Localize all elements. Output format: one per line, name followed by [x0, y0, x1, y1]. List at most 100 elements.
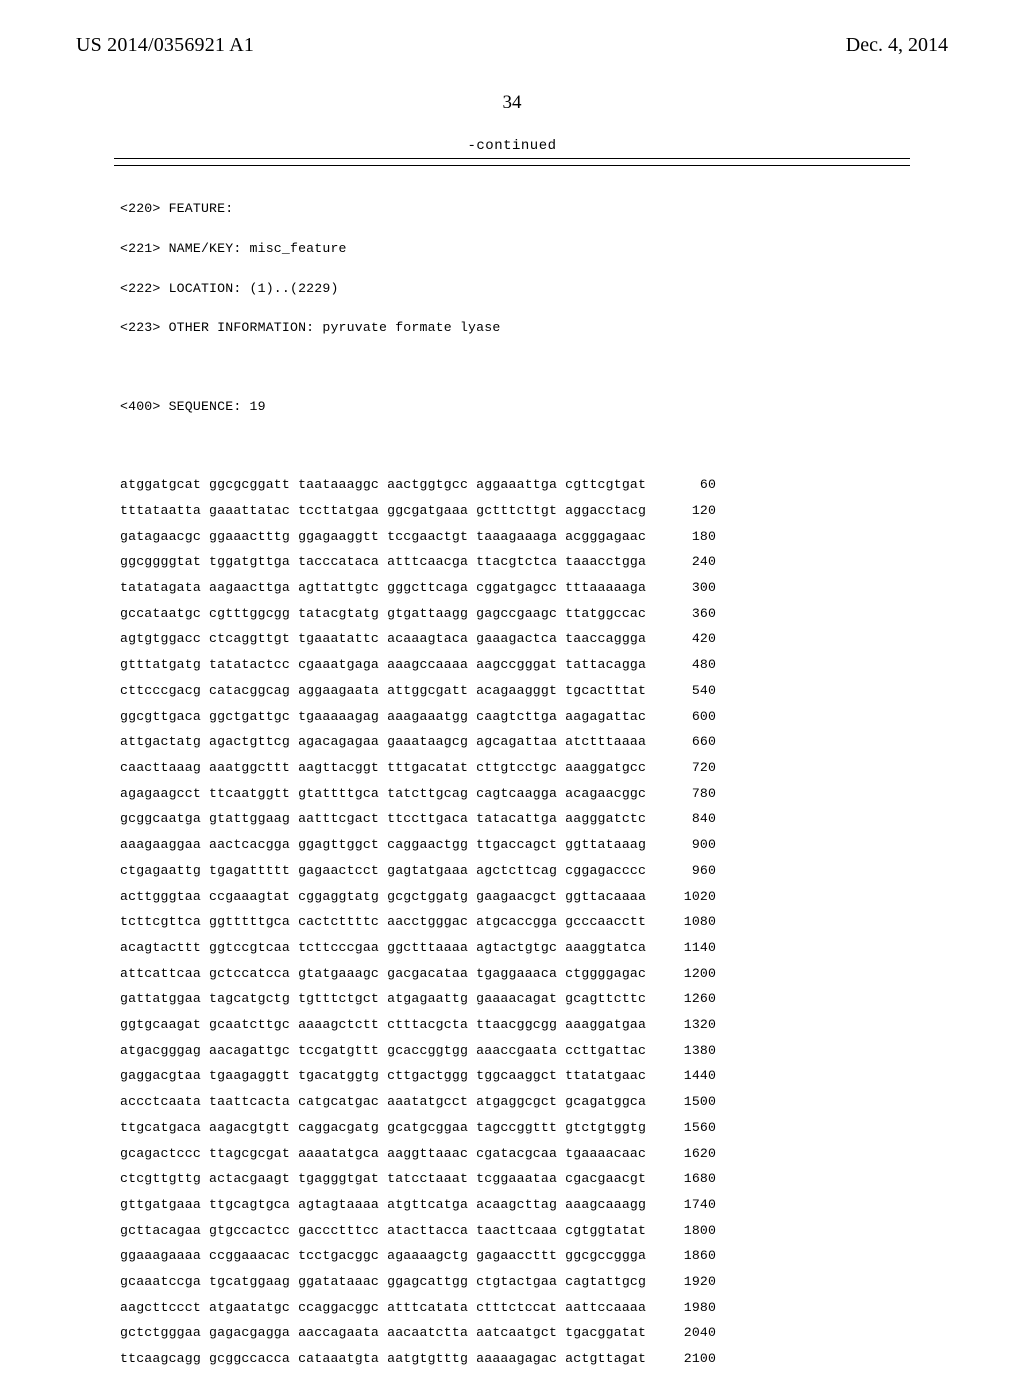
sequence-position: 660	[650, 735, 716, 748]
sequence-row: ctgagaattg tgagattttt gagaactcct gagtatg…	[120, 864, 910, 877]
sequence-text: gtttatgatg tatatactcc cgaaatgaga aaagcca…	[120, 658, 646, 671]
sequence-text: gctctgggaa gagacgagga aaccagaata aacaatc…	[120, 1326, 646, 1339]
sequence-text: atggatgcat ggcgcggatt taataaaggc aactggt…	[120, 478, 646, 491]
sequence-position: 840	[650, 812, 716, 825]
sequence-text: acttgggtaa ccgaaagtat cggaggtatg gcgctgg…	[120, 890, 646, 903]
sequence-text: tttataatta gaaattatac tccttatgaa ggcgatg…	[120, 504, 646, 517]
sequence-row: tttataatta gaaattatac tccttatgaa ggcgatg…	[120, 504, 910, 517]
sequence-row: gttgatgaaa ttgcagtgca agtagtaaaa atgttca…	[120, 1198, 910, 1211]
sequence-position: 60	[650, 478, 716, 491]
sequence-row: tcttcgttca ggtttttgca cactcttttc aacctgg…	[120, 915, 910, 928]
page-number: 34	[0, 92, 1024, 114]
sequence-position: 180	[650, 530, 716, 543]
sequence-position: 960	[650, 864, 716, 877]
sequence-position: 900	[650, 838, 716, 851]
sequence-position: 540	[650, 684, 716, 697]
sequence-text: gcaaatccga tgcatggaag ggatataaac ggagcat…	[120, 1275, 646, 1288]
sequence-position: 480	[650, 658, 716, 671]
sequence-text: ttcaagcagg gcggccacca cataaatgta aatgtgt…	[120, 1352, 646, 1365]
publication-date: Dec. 4, 2014	[846, 34, 948, 57]
publication-number: US 2014/0356921 A1	[76, 34, 254, 57]
sequence-row: agtgtggacc ctcaggttgt tgaaatattc acaaagt…	[120, 632, 910, 645]
sequence-row: gcaaatccga tgcatggaag ggatataaac ggagcat…	[120, 1275, 910, 1288]
sequence-position: 420	[650, 632, 716, 645]
sequence-text: accctcaata taattcacta catgcatgac aaatatg…	[120, 1095, 646, 1108]
sequence-text: ggcgttgaca ggctgattgc tgaaaaagag aaagaaa…	[120, 710, 646, 723]
sequence-position: 1380	[650, 1044, 716, 1057]
sequence-text: ggcggggtat tggatgttga tacccataca atttcaa…	[120, 555, 646, 568]
sequence-text: agagaagcct ttcaatggtt gtattttgca tatcttg…	[120, 787, 646, 800]
sequence-row: cttcccgacg catacggcag aggaagaata attggcg…	[120, 684, 910, 697]
sequence-row: gccataatgc cgtttggcgg tatacgtatg gtgatta…	[120, 607, 910, 620]
sequence-listing: <220> FEATURE: <221> NAME/KEY: misc_feat…	[120, 176, 910, 1392]
sequence-row: aaagaaggaa aactcacgga ggagttggct caggaac…	[120, 838, 910, 851]
sequence-position: 1920	[650, 1275, 716, 1288]
sequence-text: caacttaaag aaatggcttt aagttacggt tttgaca…	[120, 761, 646, 774]
sequence-row: gattatggaa tagcatgctg tgtttctgct atgagaa…	[120, 992, 910, 1005]
sequence-row: gaggacgtaa tgaagaggtt tgacatggtg cttgact…	[120, 1069, 910, 1082]
sequence-position: 1140	[650, 941, 716, 954]
sequence-text: aaagaaggaa aactcacgga ggagttggct caggaac…	[120, 838, 646, 851]
feature-line: <222> LOCATION: (1)..(2229)	[120, 282, 910, 295]
sequence-row: ttcaagcagg gcggccacca cataaatgta aatgtgt…	[120, 1352, 910, 1365]
sequence-text: gatagaacgc ggaaactttg ggagaaggtt tccgaac…	[120, 530, 646, 543]
sequence-position: 2100	[650, 1352, 716, 1365]
feature-line: <221> NAME/KEY: misc_feature	[120, 242, 910, 255]
continued-label: -continued	[0, 138, 1024, 154]
sequence-position: 240	[650, 555, 716, 568]
sequence-text: ctgagaattg tgagattttt gagaactcct gagtatg…	[120, 864, 646, 877]
sequence-position: 1560	[650, 1121, 716, 1134]
sequence-text: ctcgttgttg actacgaagt tgagggtgat tatccta…	[120, 1172, 646, 1185]
sequence-row: acttgggtaa ccgaaagtat cggaggtatg gcgctgg…	[120, 890, 910, 903]
sequence-text: gaggacgtaa tgaagaggtt tgacatggtg cttgact…	[120, 1069, 646, 1082]
sequence-row: ggcggggtat tggatgttga tacccataca atttcaa…	[120, 555, 910, 568]
sequence-row: attcattcaa gctccatcca gtatgaaagc gacgaca…	[120, 967, 910, 980]
sequence-row: accctcaata taattcacta catgcatgac aaatatg…	[120, 1095, 910, 1108]
sequence-position: 1320	[650, 1018, 716, 1031]
sequence-position: 1800	[650, 1224, 716, 1237]
sequence-row: gatagaacgc ggaaactttg ggagaaggtt tccgaac…	[120, 530, 910, 543]
sequence-header: <400> SEQUENCE: 19	[120, 400, 910, 413]
horizontal-rule-top	[114, 158, 910, 159]
sequence-text: ggaaagaaaa ccggaaacac tcctgacggc agaaaag…	[120, 1249, 646, 1262]
sequence-row: agagaagcct ttcaatggtt gtattttgca tatcttg…	[120, 787, 910, 800]
sequence-row: ggtgcaagat gcaatcttgc aaaagctctt ctttacg…	[120, 1018, 910, 1031]
page: US 2014/0356921 A1 Dec. 4, 2014 34 -cont…	[0, 0, 1024, 1320]
sequence-position: 1080	[650, 915, 716, 928]
sequence-text: gattatggaa tagcatgctg tgtttctgct atgagaa…	[120, 992, 646, 1005]
sequence-position: 1680	[650, 1172, 716, 1185]
sequence-text: tatatagata aagaacttga agttattgtc gggcttc…	[120, 581, 646, 594]
feature-line: <223> OTHER INFORMATION: pyruvate format…	[120, 321, 910, 334]
sequence-text: ggtgcaagat gcaatcttgc aaaagctctt ctttacg…	[120, 1018, 646, 1031]
sequence-text: aagcttccct atgaatatgc ccaggacggc atttcat…	[120, 1301, 646, 1314]
sequence-row: atggatgcat ggcgcggatt taataaaggc aactggt…	[120, 478, 910, 491]
sequence-row: gcggcaatga gtattggaag aatttcgact ttccttg…	[120, 812, 910, 825]
sequence-text: cttcccgacg catacggcag aggaagaata attggcg…	[120, 684, 646, 697]
sequence-text: agtgtggacc ctcaggttgt tgaaatattc acaaagt…	[120, 632, 646, 645]
sequence-row: gcttacagaa gtgccactcc gaccctttcc atactta…	[120, 1224, 910, 1237]
sequence-position: 300	[650, 581, 716, 594]
sequence-rows: atggatgcat ggcgcggatt taataaaggc aactggt…	[120, 478, 910, 1365]
sequence-position: 1860	[650, 1249, 716, 1262]
sequence-text: gttgatgaaa ttgcagtgca agtagtaaaa atgttca…	[120, 1198, 646, 1211]
sequence-row: acagtacttt ggtccgtcaa tcttcccgaa ggcttta…	[120, 941, 910, 954]
sequence-position: 360	[650, 607, 716, 620]
sequence-row: caacttaaag aaatggcttt aagttacggt tttgaca…	[120, 761, 910, 774]
sequence-text: acagtacttt ggtccgtcaa tcttcccgaa ggcttta…	[120, 941, 646, 954]
sequence-text: tcttcgttca ggtttttgca cactcttttc aacctgg…	[120, 915, 646, 928]
sequence-row: aagcttccct atgaatatgc ccaggacggc atttcat…	[120, 1301, 910, 1314]
sequence-position: 120	[650, 504, 716, 517]
sequence-position: 1740	[650, 1198, 716, 1211]
sequence-position: 1980	[650, 1301, 716, 1314]
sequence-row: gtttatgatg tatatactcc cgaaatgaga aaagcca…	[120, 658, 910, 671]
sequence-text: atgacgggag aacagattgc tccgatgttt gcaccgg…	[120, 1044, 646, 1057]
sequence-position: 1500	[650, 1095, 716, 1108]
sequence-row: tatatagata aagaacttga agttattgtc gggcttc…	[120, 581, 910, 594]
sequence-row: ctcgttgttg actacgaagt tgagggtgat tatccta…	[120, 1172, 910, 1185]
sequence-row: attgactatg agactgttcg agacagagaa gaaataa…	[120, 735, 910, 748]
sequence-text: attcattcaa gctccatcca gtatgaaagc gacgaca…	[120, 967, 646, 980]
sequence-row: gctctgggaa gagacgagga aaccagaata aacaatc…	[120, 1326, 910, 1339]
sequence-row: ggcgttgaca ggctgattgc tgaaaaagag aaagaaa…	[120, 710, 910, 723]
feature-line: <220> FEATURE:	[120, 202, 910, 215]
sequence-text: gcagactccc ttagcgcgat aaaatatgca aaggtta…	[120, 1147, 646, 1160]
